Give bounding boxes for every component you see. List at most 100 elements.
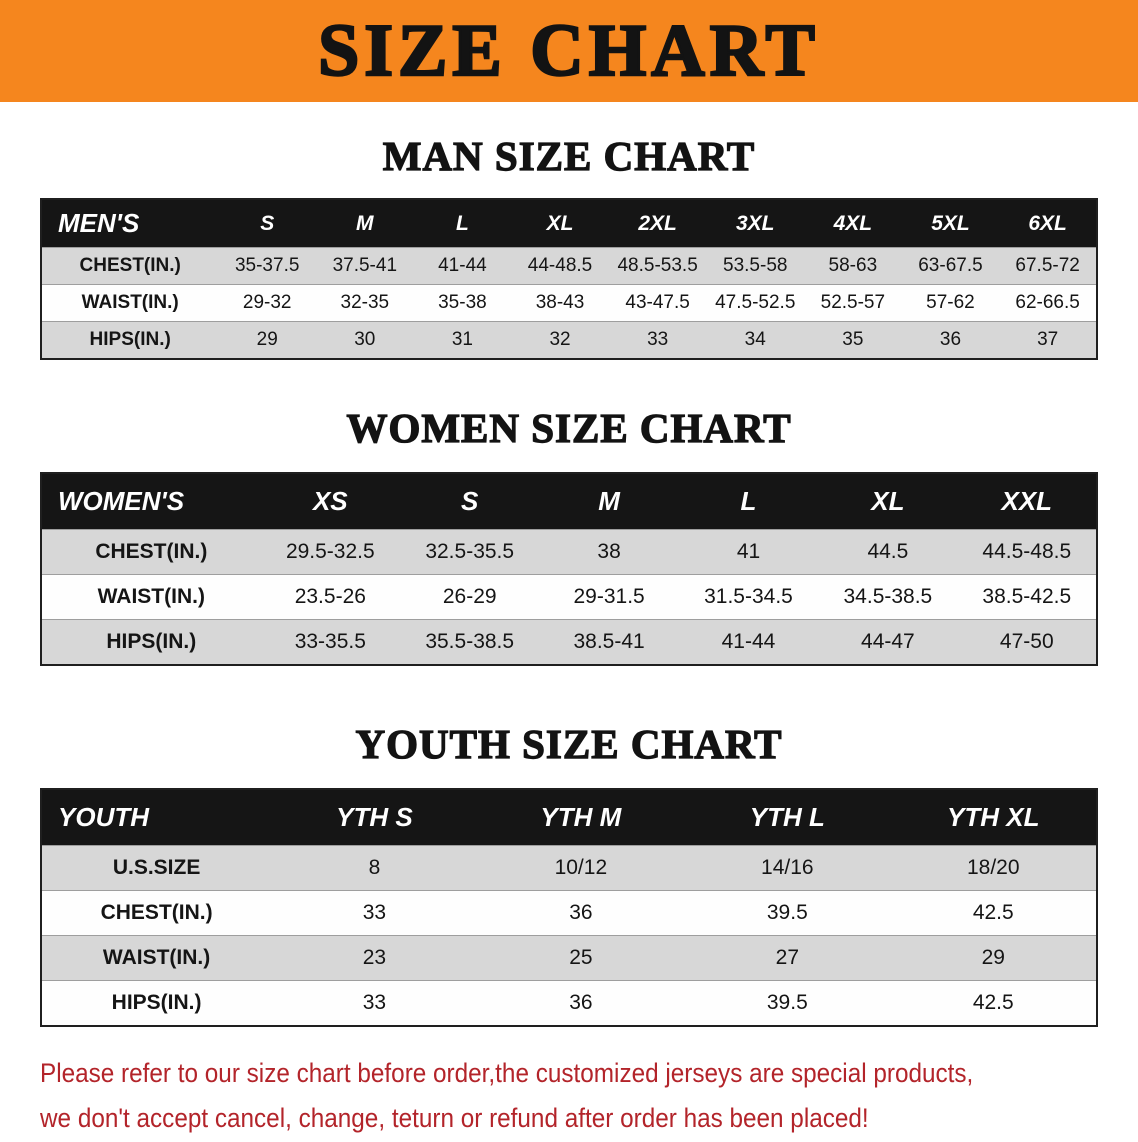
size-value-cell: 31 (413, 321, 512, 359)
row-label-cell: WAIST(IN.) (41, 935, 272, 981)
size-value-cell: 36 (477, 980, 685, 1026)
size-value-cell: 23 (271, 935, 478, 981)
size-header-cell: L (413, 199, 512, 248)
size-value-cell: 42.5 (890, 890, 1097, 936)
banner: SIZE CHART (0, 0, 1138, 102)
size-value-cell: 36 (901, 321, 1000, 359)
size-value-cell: 38-43 (511, 284, 609, 322)
size-value-cell: 35-37.5 (218, 247, 316, 285)
size-value-cell: 35-38 (413, 284, 512, 322)
size-header-cell: XS (260, 473, 401, 530)
table-body: CHEST(IN.) 35-37.5 37.5-41 41-44 44-48.5 48.5… (41, 247, 1097, 359)
size-value-cell: 32 (511, 321, 609, 359)
notice-line-2: we don't accept cancel, change, teturn o… (40, 1102, 869, 1133)
table-row: HIPS(IN.) 33-35.5 35.5-38.5 38.5-41 41-44 44-… (41, 619, 1097, 665)
size-value-cell: 37.5-41 (316, 247, 414, 285)
table-header-row: MEN'S S M L XL 2XL 3XL 4XL 5XL 6XL (41, 199, 1097, 248)
table-head: WOMEN'S XS S M L XL XXL (41, 473, 1097, 530)
size-value-cell: 41-44 (678, 619, 819, 665)
size-value-cell: 63-67.5 (901, 247, 1000, 285)
size-header-cell: L (678, 473, 819, 530)
size-header-cell: 2XL (608, 199, 707, 248)
size-header-cell: XXL (957, 473, 1097, 530)
table-title-cell: WOMEN'S (41, 473, 261, 530)
size-header-cell: 6XL (999, 199, 1097, 248)
table-row: HIPS(IN.) 29 30 31 32 33 34 35 36 37 (41, 321, 1097, 359)
size-value-cell: 39.5 (684, 890, 891, 936)
page-title: SIZE CHART (317, 10, 820, 92)
table-row: CHEST(IN.) 33 36 39.5 42.5 (41, 890, 1097, 936)
size-value-cell: 58-63 (804, 247, 902, 285)
size-value-cell: 29-32 (218, 284, 316, 322)
size-value-cell: 62-66.5 (999, 284, 1097, 322)
youth-size-section: YOUTH SIZE CHART YOUTH YTH S YTH M YTH L YTH… (0, 720, 1138, 1027)
size-value-cell: 47-50 (957, 619, 1097, 665)
table-row: CHEST(IN.) 29.5-32.5 32.5-35.5 38 41 44.5 44.5… (41, 529, 1097, 575)
size-value-cell: 41 (678, 529, 819, 575)
size-value-cell: 44.5 (818, 529, 958, 575)
row-label-cell: WAIST(IN.) (41, 574, 261, 620)
row-label-cell: HIPS(IN.) (41, 619, 261, 665)
footer-notice: Please refer to our size chart before or… (40, 1053, 1138, 1138)
size-value-cell: 14/16 (684, 845, 891, 891)
size-header-cell: YTH XL (890, 789, 1097, 846)
size-value-cell: 43-47.5 (608, 284, 707, 322)
size-value-cell: 44.5-48.5 (957, 529, 1097, 575)
size-header-cell: 3XL (706, 199, 805, 248)
table-row: WAIST(IN.) 23.5-26 26-29 29-31.5 31.5-34.5 34… (41, 574, 1097, 620)
size-value-cell: 33 (608, 321, 707, 359)
size-header-cell: YTH L (684, 789, 891, 846)
men-size-heading: MAN SIZE CHART (382, 132, 756, 179)
table-head: MEN'S S M L XL 2XL 3XL 4XL 5XL 6XL (41, 199, 1097, 248)
table-header-row: WOMEN'S XS S M L XL XXL (41, 473, 1097, 530)
women-size-heading: WOMEN SIZE CHART (346, 404, 792, 451)
size-header-cell: YTH M (477, 789, 685, 846)
size-value-cell: 38 (539, 529, 679, 575)
women-size-table: WOMEN'S XS S M L XL XXL CHEST(IN.) 29.5-32.5 32.5… (40, 472, 1098, 666)
size-value-cell: 33 (271, 890, 478, 936)
size-value-cell: 38.5-42.5 (957, 574, 1097, 620)
size-header-cell: 5XL (901, 199, 1000, 248)
row-label-cell: CHEST(IN.) (41, 529, 261, 575)
size-value-cell: 29-31.5 (539, 574, 679, 620)
size-value-cell: 35 (804, 321, 902, 359)
size-value-cell: 37 (999, 321, 1097, 359)
size-value-cell: 25 (477, 935, 685, 981)
size-header-cell: S (218, 199, 316, 248)
table-row: HIPS(IN.) 33 36 39.5 42.5 (41, 980, 1097, 1026)
table-head: YOUTH YTH S YTH M YTH L YTH XL (41, 789, 1097, 846)
size-header-cell: M (316, 199, 414, 248)
row-label-cell: HIPS(IN.) (41, 980, 272, 1026)
table-header-row: YOUTH YTH S YTH M YTH L YTH XL (41, 789, 1097, 846)
size-header-cell: S (400, 473, 540, 530)
table-row: CHEST(IN.) 35-37.5 37.5-41 41-44 44-48.5 48.5… (41, 247, 1097, 285)
size-value-cell: 42.5 (890, 980, 1097, 1026)
size-header-cell: M (539, 473, 679, 530)
size-value-cell: 29.5-32.5 (260, 529, 401, 575)
table-title-cell: MEN'S (41, 199, 219, 248)
size-value-cell: 29 (218, 321, 316, 359)
size-value-cell: 32-35 (316, 284, 414, 322)
row-label-cell: WAIST(IN.) (41, 284, 219, 322)
size-value-cell: 57-62 (901, 284, 1000, 322)
size-header-cell: XL (818, 473, 958, 530)
notice-line-1: Please refer to our size chart before or… (40, 1058, 974, 1088)
size-value-cell: 10/12 (477, 845, 685, 891)
size-value-cell: 39.5 (684, 980, 891, 1026)
row-label-cell: CHEST(IN.) (41, 890, 272, 936)
size-value-cell: 48.5-53.5 (608, 247, 707, 285)
row-label-cell: HIPS(IN.) (41, 321, 219, 359)
size-value-cell: 47.5-52.5 (706, 284, 805, 322)
size-value-cell: 26-29 (400, 574, 540, 620)
size-value-cell: 53.5-58 (706, 247, 805, 285)
men-size-table: MEN'S S M L XL 2XL 3XL 4XL 5XL 6XL CHEST(IN.) 35-37… (40, 198, 1098, 360)
size-value-cell: 33 (271, 980, 478, 1026)
size-value-cell: 27 (684, 935, 891, 981)
size-value-cell: 18/20 (890, 845, 1097, 891)
size-value-cell: 35.5-38.5 (400, 619, 540, 665)
size-header-cell: YTH S (271, 789, 478, 846)
size-value-cell: 34.5-38.5 (818, 574, 958, 620)
row-label-cell: U.S.SIZE (41, 845, 272, 891)
size-value-cell: 30 (316, 321, 414, 359)
